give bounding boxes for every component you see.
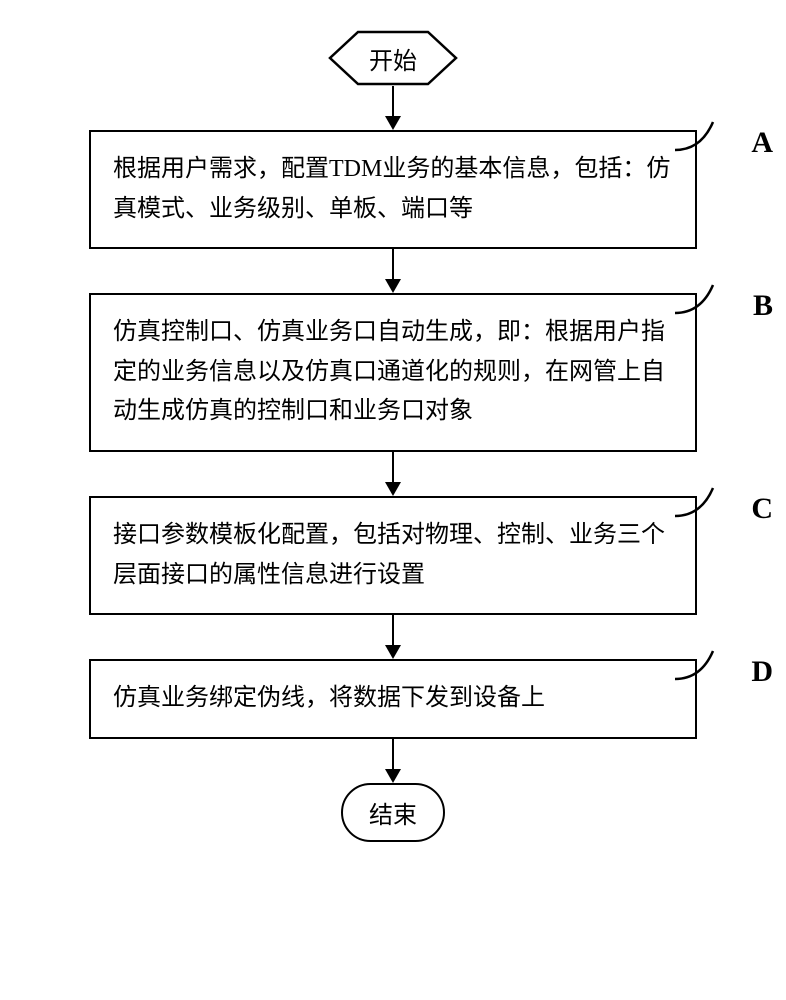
arrow (385, 615, 401, 659)
label-connector (673, 116, 733, 156)
arrow (385, 249, 401, 293)
flowchart: 开始 根据用户需求，配置TDM业务的基本信息，包括：仿真模式、业务级别、单板、端… (43, 30, 743, 842)
step-d-wrap: 仿真业务绑定伪线，将数据下发到设备上 D (43, 659, 743, 739)
label-connector (673, 279, 733, 319)
step-a-wrap: 根据用户需求，配置TDM业务的基本信息，包括：仿真模式、业务级别、单板、端口等 … (43, 130, 743, 249)
start-node: 开始 (328, 30, 458, 86)
step-a: 根据用户需求，配置TDM业务的基本信息，包括：仿真模式、业务级别、单板、端口等 (89, 130, 697, 249)
end-text: 结束 (369, 803, 417, 829)
label-connector (673, 645, 733, 685)
step-c-label: C (751, 492, 773, 526)
step-b-label: B (753, 289, 773, 323)
step-b-wrap: 仿真控制口、仿真业务口自动生成，即：根据用户指定的业务信息以及仿真口通道化的规则… (43, 293, 743, 452)
arrow (385, 452, 401, 496)
step-d: 仿真业务绑定伪线，将数据下发到设备上 (89, 659, 697, 739)
arrow (385, 739, 401, 783)
end-node: 结束 (341, 783, 445, 842)
step-c: 接口参数模板化配置，包括对物理、控制、业务三个层面接口的属性信息进行设置 (89, 496, 697, 615)
step-d-label: D (751, 655, 773, 689)
arrow (385, 86, 401, 130)
label-connector (673, 482, 733, 522)
start-text: 开始 (369, 41, 417, 76)
step-a-label: A (751, 126, 773, 160)
step-c-wrap: 接口参数模板化配置，包括对物理、控制、业务三个层面接口的属性信息进行设置 C (43, 496, 743, 615)
step-b: 仿真控制口、仿真业务口自动生成，即：根据用户指定的业务信息以及仿真口通道化的规则… (89, 293, 697, 452)
